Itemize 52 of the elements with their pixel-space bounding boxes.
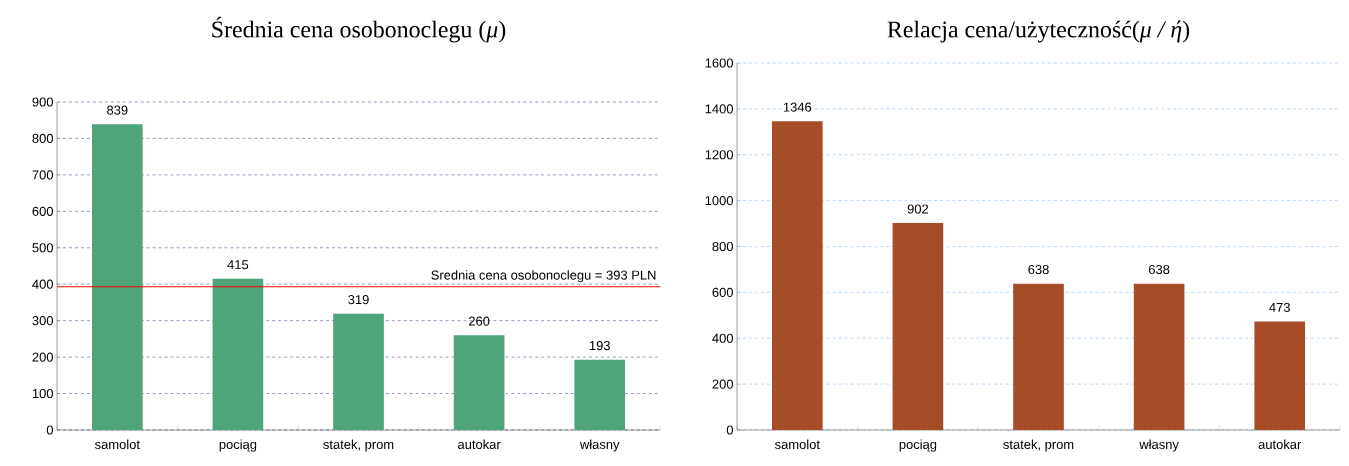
bar xyxy=(1013,283,1064,430)
x-tick-label: własny xyxy=(579,439,620,452)
data-label: 415 xyxy=(227,260,249,270)
bar xyxy=(453,335,505,430)
data-label: 638 xyxy=(1148,264,1170,275)
ref-line-label: Srednia cena osobonoclegu = 393 PLN xyxy=(431,270,656,283)
x-tick-label: statek, prom xyxy=(323,439,394,452)
y-tick-label: 200 xyxy=(32,352,53,362)
y-tick-label: 1200 xyxy=(705,150,733,160)
y-tick-label: 0 xyxy=(46,425,53,435)
bar xyxy=(771,121,823,430)
data-label: 839 xyxy=(107,105,128,115)
y-tick-label: 700 xyxy=(32,170,53,180)
data-label: 1346 xyxy=(783,102,812,112)
data-label: 319 xyxy=(348,295,369,305)
y-tick-label: 400 xyxy=(712,333,733,343)
y-tick-label: 500 xyxy=(32,243,53,253)
y-tick-label: 900 xyxy=(32,97,53,107)
y-tick-label: 1400 xyxy=(705,104,733,114)
data-label: 473 xyxy=(1269,302,1290,312)
x-tick-label: pociąg xyxy=(899,439,937,452)
y-tick-label: 600 xyxy=(712,287,733,297)
data-label: 902 xyxy=(907,204,929,214)
x-tick-label: autokar xyxy=(458,439,501,450)
bar xyxy=(892,223,944,430)
y-tick-label: 300 xyxy=(32,316,53,326)
y-tick-label: 200 xyxy=(712,379,733,389)
data-label: 193 xyxy=(589,340,610,351)
x-tick-label: pociąg xyxy=(219,439,257,452)
y-tick-label: 800 xyxy=(712,241,733,252)
y-tick-label: 1000 xyxy=(705,196,733,206)
data-label: 260 xyxy=(468,316,490,326)
bar xyxy=(1133,283,1185,430)
chart-title: Średnia cena osobonoclegu (μ) xyxy=(212,16,506,43)
bar xyxy=(212,278,264,430)
y-tick-label: 800 xyxy=(32,133,53,144)
x-tick-label: samolot xyxy=(95,439,140,450)
y-tick-label: 400 xyxy=(32,279,53,289)
x-tick-label: autokar xyxy=(1258,439,1302,450)
data-label: 638 xyxy=(1028,264,1049,275)
y-tick-label: 1600 xyxy=(705,58,733,68)
y-tick-label: 100 xyxy=(32,388,53,399)
bar xyxy=(333,313,384,430)
x-tick-label: statek, prom xyxy=(1003,439,1074,452)
bar xyxy=(574,359,626,430)
chart-title: Relacja cena/użyteczność(μ / ή) xyxy=(887,20,1190,43)
x-tick-label: własny xyxy=(1139,439,1179,452)
bar xyxy=(1254,321,1306,430)
y-tick-label: 600 xyxy=(32,206,53,216)
bar xyxy=(91,124,143,430)
x-tick-label: samolot xyxy=(775,439,820,450)
y-tick-label: 0 xyxy=(726,425,733,435)
